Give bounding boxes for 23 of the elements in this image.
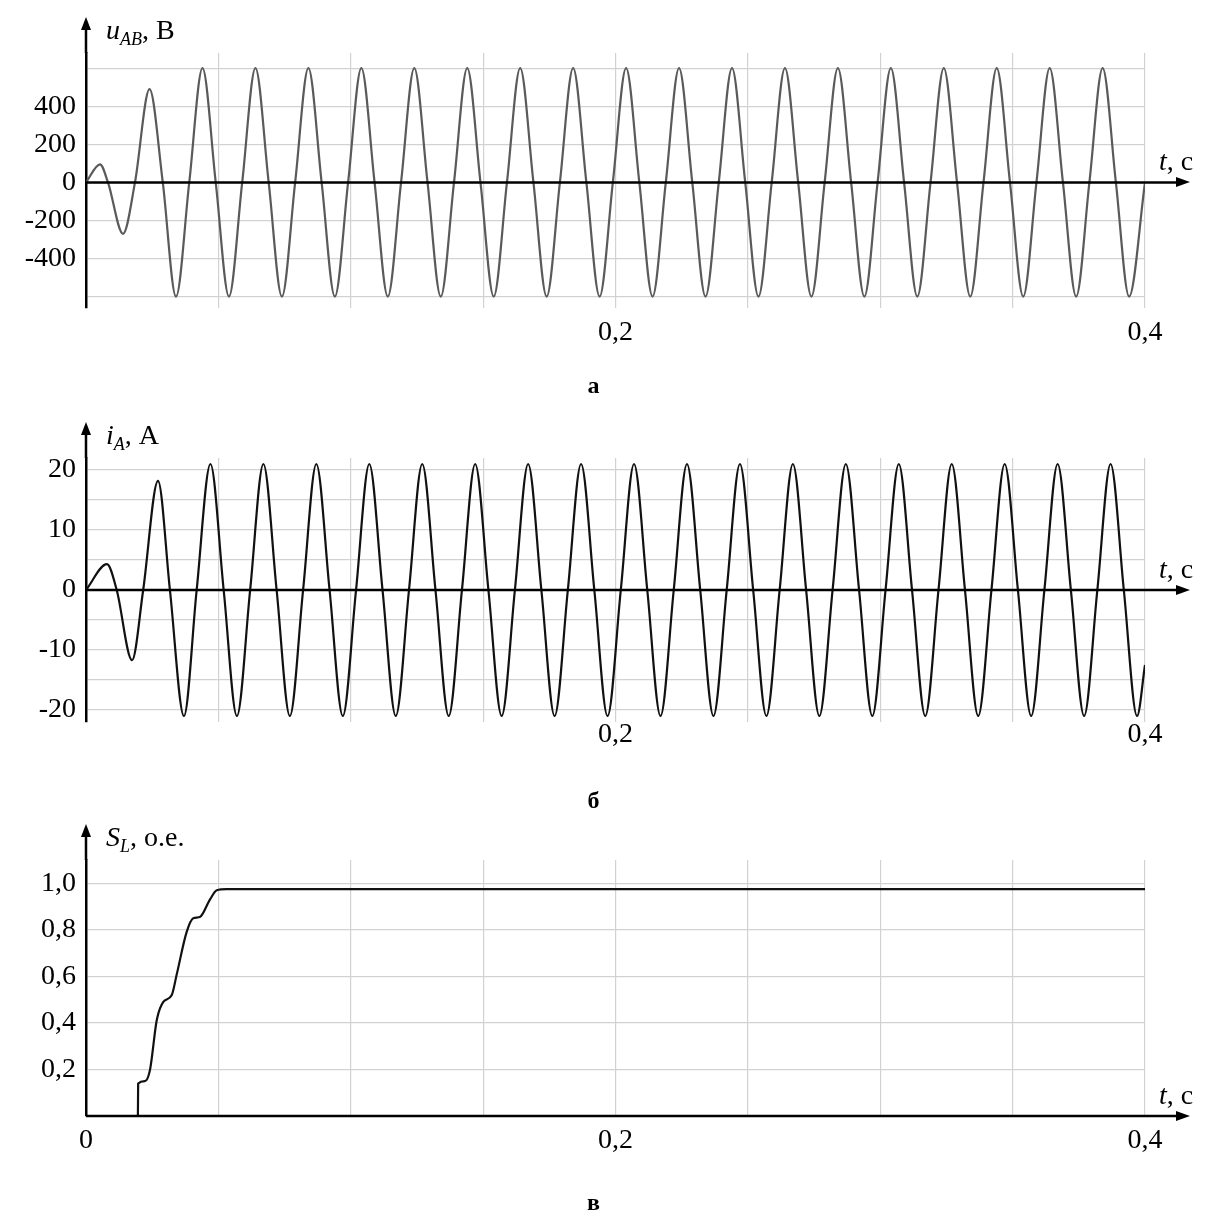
x-axis-title: t, с (1159, 145, 1194, 177)
y-tick-label: 200 (34, 126, 76, 158)
y-tick-label: 0 (62, 164, 76, 196)
y-tick-label: 1,0 (41, 865, 76, 897)
x-axis-title: t, с (1159, 553, 1194, 584)
y-tick-label: 0,6 (41, 958, 76, 990)
y-tick-label: -20 (38, 692, 76, 724)
text: б (587, 787, 600, 813)
x-tick-label: 0,4 (1127, 1123, 1163, 1155)
y-tick-label: 0,2 (41, 1051, 76, 1083)
y-tick-label: -200 (24, 202, 76, 234)
y-tick-label: 10 (48, 512, 76, 544)
y-tick-label: 0,4 (41, 1005, 76, 1037)
y-tick-label: 0 (62, 572, 76, 604)
y-tick-label: -10 (38, 632, 76, 664)
x-tick-label: 0,2 (598, 1123, 633, 1155)
text: в (587, 1189, 601, 1215)
y-tick-label: 20 (48, 452, 76, 484)
y-tick-label: 400 (34, 88, 76, 120)
x-axis-title: t, с (1159, 1079, 1194, 1110)
y-tick-label: 0,8 (41, 912, 76, 944)
y-tick-label: -400 (24, 240, 76, 272)
text: а (587, 372, 600, 398)
